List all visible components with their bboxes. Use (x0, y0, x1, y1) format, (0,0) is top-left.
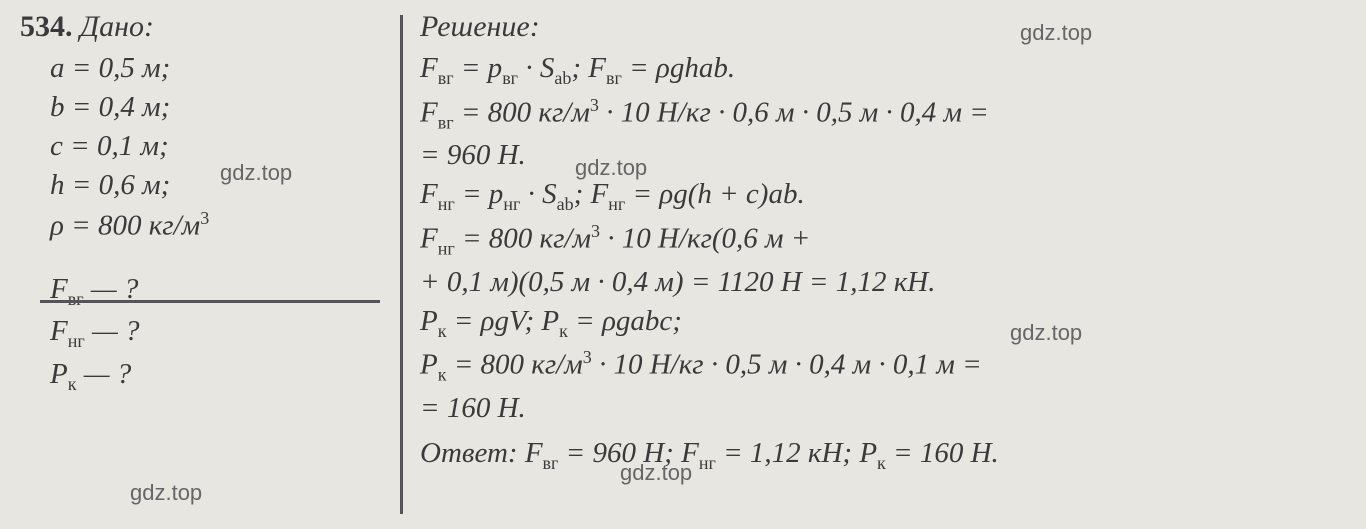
find-pk-sym: P (50, 358, 68, 390)
s1cs: ab (554, 68, 571, 88)
find-fng: Fнг — ? (50, 315, 390, 352)
s4bs: нг (503, 194, 520, 214)
watermark-3: gdz.top (575, 155, 647, 181)
watermark-5: gdz.top (620, 460, 692, 486)
find-pk-q: — ? (76, 358, 131, 390)
solution-line-5: Fнг = 800 кг/м3 · 10 Н/кг(0,6 м + (420, 221, 1346, 259)
anscs: к (877, 453, 886, 473)
solution-line-8: Pк = 800 кг/м3 · 10 Н/кг · 0,5 м · 0,4 м… (420, 347, 1346, 385)
find-fng-q: — ? (85, 315, 140, 347)
s8b: = 800 кг/м (446, 349, 582, 381)
s5c: · 10 Н/кг(0,6 м + (600, 223, 810, 255)
s5as: нг (438, 239, 455, 259)
solution-line-9: = 160 Н. (420, 392, 1346, 425)
given-c: c = 0,1 м; (50, 130, 390, 163)
s2c: · 10 Н/кг · 0,6 м · 0,5 м · 0,4 м = (599, 96, 989, 128)
given-column: 534. Дано: a = 0,5 м; b = 0,4 м; c = 0,1… (10, 10, 390, 519)
s2as: вг (438, 112, 454, 132)
find-fvg-sub: вг (68, 288, 84, 308)
s7b: = ρgV; P (446, 305, 559, 337)
find-fng-sub: нг (68, 331, 85, 351)
s1ds: вг (606, 68, 622, 88)
solution-line-4: Fнг = pнг · Sab; Fнг = ρg(h + c)ab. (420, 178, 1346, 215)
solution-column: Решение: Fвг = pвг · Sab; Fвг = ρghab. F… (390, 10, 1346, 519)
s4ds: нг (608, 194, 625, 214)
s1c: · S (518, 52, 554, 84)
solution-heading: Решение: (420, 10, 1346, 44)
watermark-2: gdz.top (220, 160, 292, 186)
s8bs: 3 (583, 347, 592, 367)
s8c: · 10 Н/кг · 0,5 м · 0,4 м · 0,1 м = (592, 349, 982, 381)
s2bs: 3 (590, 95, 599, 115)
s7bs: к (559, 320, 568, 340)
s1b: = p (454, 52, 503, 84)
given-heading: Дано: (80, 10, 154, 43)
s4a: F (420, 178, 438, 210)
find-fng-sym: F (50, 315, 68, 347)
s1as: вг (438, 68, 454, 88)
solution-line-7: Pк = ρgV; Pк = ρgabc; (420, 305, 1346, 342)
problem-number: 534. (20, 10, 73, 43)
find-fvg: Fвг — ? (50, 273, 390, 310)
given-b: b = 0,4 м; (50, 91, 390, 124)
solution-line-6: + 0,1 м)(0,5 м · 0,4 м) = 1120 Н = 1,12 … (420, 266, 1346, 299)
ansc: = 1,12 кН; P (716, 437, 877, 469)
s4d: ; F (574, 178, 609, 210)
s5bs: 3 (591, 221, 600, 241)
given-a: a = 0,5 м; (50, 52, 390, 85)
physics-solution-page: 534. Дано: a = 0,5 м; b = 0,4 м; c = 0,1… (0, 0, 1366, 529)
s2b: = 800 кг/м (454, 96, 590, 128)
ansa: Ответ: F (420, 437, 543, 469)
watermark-6: gdz.top (130, 480, 202, 506)
answer-line: Ответ: Fвг = 960 Н; Fнг = 1,12 кН; Pк = … (420, 437, 1346, 474)
watermark-4: gdz.top (1010, 320, 1082, 346)
s1d: ; F (571, 52, 606, 84)
find-pk: Pк — ? (50, 358, 390, 395)
ansbs: нг (699, 453, 716, 473)
given-rho: ρ = 800 кг/м3 (50, 208, 390, 243)
s4c: · S (520, 178, 556, 210)
s1a: F (420, 52, 438, 84)
given-rho-prefix: ρ = 800 кг/м (50, 210, 200, 242)
s8a: P (420, 349, 438, 381)
s4b: = p (455, 178, 504, 210)
horizontal-rule (40, 300, 380, 303)
s2a: F (420, 96, 438, 128)
ansas: вг (543, 453, 559, 473)
s1bs: вг (502, 68, 518, 88)
s4as: нг (438, 194, 455, 214)
watermark-1: gdz.top (1020, 20, 1092, 46)
ansd: = 160 Н. (886, 437, 999, 469)
s7c: = ρgabc; (568, 305, 682, 337)
solution-line-3: = 960 Н. (420, 139, 1346, 172)
given-rho-exp: 3 (200, 208, 209, 228)
s4e: = ρg(h + c)ab. (625, 178, 805, 210)
s1e: = ρghab. (622, 52, 735, 84)
solution-line-2: Fвг = 800 кг/м3 · 10 Н/кг · 0,6 м · 0,5 … (420, 95, 1346, 133)
s7a: P (420, 305, 438, 337)
s5a: F (420, 223, 438, 255)
s4cs: ab (557, 194, 574, 214)
solution-line-1: Fвг = pвг · Sab; Fвг = ρghab. (420, 52, 1346, 89)
given-header: 534. Дано: (20, 10, 390, 44)
s5b: = 800 кг/м (455, 223, 591, 255)
